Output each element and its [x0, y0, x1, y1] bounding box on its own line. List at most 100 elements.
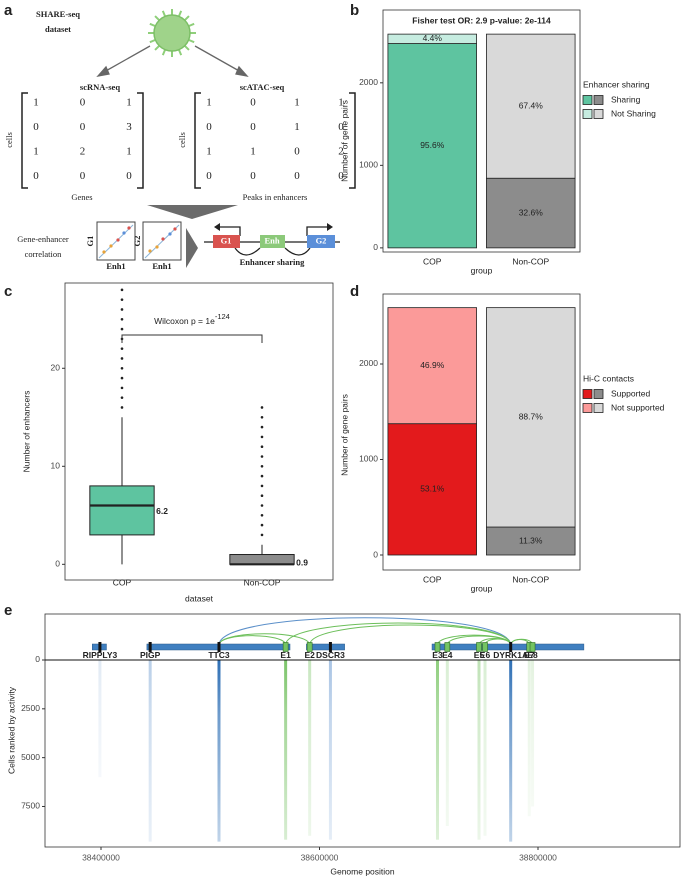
- gene-diagram: [204, 223, 340, 256]
- segment-label: 11.3%: [519, 535, 543, 545]
- legend-swatch: [582, 389, 593, 399]
- outlier: [120, 386, 124, 390]
- outlier: [120, 366, 124, 370]
- y-tick-label: 1000: [359, 454, 378, 464]
- enhancer-label: E1: [280, 650, 291, 660]
- segment-label: 67.4%: [519, 100, 544, 110]
- y-tick-label: 0: [35, 654, 40, 664]
- matrix-cell: 0: [33, 170, 39, 182]
- row-label: cells: [4, 132, 14, 148]
- matrix-cell: 1: [126, 146, 132, 158]
- activity-column: [531, 659, 535, 807]
- y-tick-label: 2000: [359, 358, 378, 368]
- legend-swatch: [582, 95, 593, 105]
- enhancer-marker: [482, 642, 488, 652]
- y-tick-label: 0: [373, 549, 378, 559]
- matrix-cell: 0: [206, 121, 212, 133]
- matrix-cell: 0: [126, 170, 132, 182]
- cell-icon: [148, 9, 196, 57]
- gene-label: G2: [316, 235, 327, 245]
- legend-title: Hi-C contacts: [583, 373, 634, 383]
- mean-label: 6.2: [156, 506, 168, 516]
- legend-label: Not supported: [611, 402, 665, 412]
- matrix-title: scRNA-seq: [80, 82, 120, 92]
- gene-label: G1: [221, 235, 232, 245]
- gene-body: [306, 643, 345, 651]
- annotation: Wilcoxon p = 1e-124: [154, 312, 230, 326]
- matrix-cell: 0: [250, 97, 256, 109]
- gene-label: RIPPLY3: [83, 650, 118, 660]
- y-axis-label: Number of gene pairs: [339, 394, 349, 476]
- gene-label: TTC3: [208, 650, 230, 660]
- bar-segment: [387, 307, 477, 425]
- plot-frame: [44, 613, 681, 848]
- matrix-cell: 3: [126, 121, 132, 133]
- annotation-bracket: [121, 334, 263, 343]
- activity-column: [435, 659, 439, 840]
- plot-frame: [382, 293, 581, 571]
- mean-label: 0.9: [296, 558, 308, 568]
- outlier: [120, 317, 124, 321]
- plot-y-label: G1: [85, 236, 95, 247]
- y-tick-label: 5000: [21, 752, 40, 762]
- gene-body: [146, 643, 220, 651]
- x-tick-label: COP: [423, 574, 442, 584]
- legend-swatch: [582, 403, 593, 413]
- right-arrow: [186, 228, 198, 268]
- matrix-title: scATAC-seq: [240, 82, 285, 92]
- outlier: [120, 308, 124, 311]
- matrix-cell: 1: [206, 146, 212, 158]
- sharing-label: Enhancer sharing: [240, 257, 306, 267]
- activity-column: [445, 659, 449, 827]
- panel-label: e: [4, 602, 12, 619]
- outlier: [120, 357, 124, 360]
- plot-y-label: G2: [132, 236, 142, 247]
- matrix-cell: 0: [250, 170, 256, 182]
- outlier: [120, 406, 124, 409]
- chart-title: Fisher test OR: 2.9 p-value: 2e-114: [412, 15, 551, 25]
- activity-column: [148, 659, 152, 842]
- mini-plot: [96, 221, 182, 261]
- annotation-superscript: -124: [215, 312, 230, 321]
- enhancer-label: E4: [442, 650, 453, 660]
- y-axis-label: Number of gene pairs: [339, 100, 349, 182]
- panel-label: a: [4, 2, 13, 19]
- outlier: [260, 445, 264, 448]
- outlier: [120, 376, 124, 380]
- matrix-cell: 1: [294, 121, 300, 133]
- panel-label: d: [350, 283, 359, 300]
- plot-frame: [64, 282, 334, 581]
- plot-frame: [382, 9, 581, 253]
- tss-marker: [98, 641, 102, 652]
- outlier: [120, 396, 124, 399]
- x-tick-label: 38400000: [82, 852, 120, 862]
- outlier: [260, 435, 264, 439]
- tss-marker: [328, 641, 332, 652]
- matrix-cell: 2: [338, 146, 344, 158]
- matrix-cell: 1: [250, 146, 256, 158]
- outlier: [120, 327, 124, 331]
- outlier: [260, 464, 264, 468]
- segment-label: 32.6%: [519, 207, 544, 217]
- x-tick-label: 38600000: [301, 852, 339, 862]
- y-tick-label: 7500: [21, 801, 40, 811]
- enhancer-marker: [434, 642, 441, 652]
- matrix-cell: 0: [294, 146, 300, 158]
- x-axis-label: group: [471, 583, 493, 593]
- outlier: [120, 288, 124, 292]
- activity-column: [477, 659, 481, 840]
- outlier: [260, 533, 264, 537]
- bar-segment: [387, 43, 477, 249]
- bar-segment: [486, 177, 576, 249]
- matrix-cell: 1: [338, 97, 344, 109]
- cell-body: [153, 14, 191, 52]
- bar-segment: [486, 33, 576, 179]
- matrix-cell: 1: [294, 97, 300, 109]
- down-arrow: [147, 205, 238, 219]
- panel-label: c: [4, 283, 12, 300]
- activity-column: [509, 659, 513, 842]
- col-label: Genes: [71, 192, 92, 202]
- y-axis-label: Cells ranked by activity: [6, 686, 16, 774]
- activity-column: [483, 659, 487, 836]
- outlier: [260, 406, 264, 409]
